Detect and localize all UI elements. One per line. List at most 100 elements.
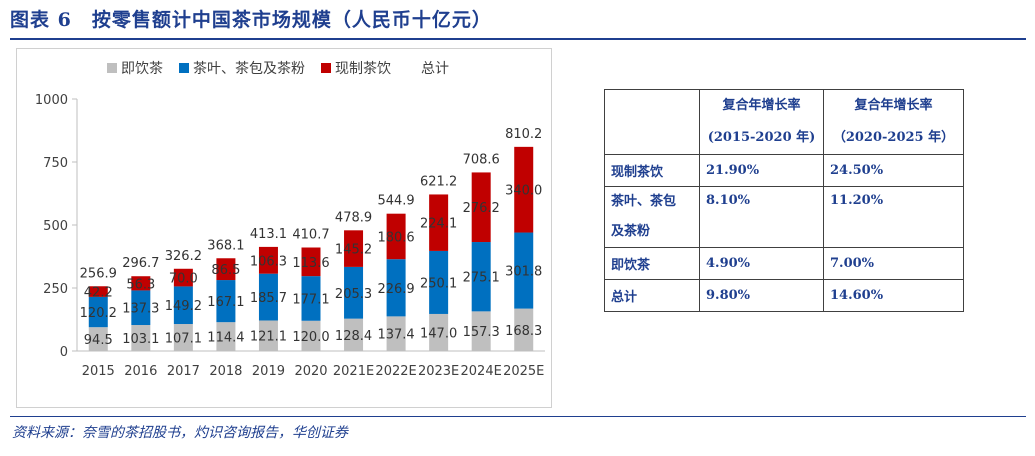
- data-label-fresh_tea: 340.0: [505, 184, 542, 199]
- data-label-fresh_tea: 145.2: [335, 243, 372, 258]
- cagr-header-2015-2020-line1: 复合年增长率: [722, 98, 801, 113]
- table-row: 现制茶饮 21.90% 24.50%: [604, 154, 964, 187]
- y-tick-label: 0: [60, 345, 68, 360]
- data-label-rtd_tea: 128.4: [335, 329, 372, 344]
- bar-segment-rtd_tea: [429, 313, 449, 351]
- bar-segment-leaf_tea: [258, 273, 278, 321]
- x-tick-label: 2022E: [375, 364, 416, 379]
- cagr-header-2015-2020-line2: (2015-2020 年): [707, 130, 816, 145]
- total-label: 544.9: [377, 194, 414, 209]
- total-label: 708.6: [463, 152, 500, 167]
- cell-rtd-tea-2015-2020: 4.90%: [699, 247, 824, 280]
- row-label-leaf-tea-line2: 及茶粉: [611, 224, 651, 239]
- data-label-fresh_tea: 276.2: [463, 201, 500, 216]
- cell-total-2015-2020: 9.80%: [699, 279, 824, 312]
- data-label-rtd_tea: 157.3: [463, 325, 500, 340]
- row-label-leaf-tea: 茶叶、茶包 及茶粉: [604, 186, 700, 248]
- page-title: 图表 6 按零售额计中国茶市场规模（人民币十亿元）: [10, 9, 492, 31]
- data-label-fresh_tea: 113.6: [292, 256, 329, 271]
- x-tick-label: 2021E: [333, 364, 374, 379]
- cagr-table-header-row: 复合年增长率 (2015-2020 年) 复合年增长率 （2020-2025 年…: [604, 89, 964, 155]
- data-label-rtd_tea: 168.3: [505, 324, 542, 339]
- row-label-fresh-tea: 现制茶饮: [604, 154, 700, 187]
- cagr-header-2020-2025-line1: 复合年增长率: [854, 98, 933, 113]
- bar-segment-rtd_tea: [386, 316, 406, 351]
- cagr-header-2015-2020: 复合年增长率 (2015-2020 年): [699, 89, 824, 155]
- bar-segment-fresh_tea: [386, 213, 406, 260]
- x-tick-label: 2020: [294, 364, 327, 379]
- bar-segment-fresh_tea: [514, 146, 534, 233]
- bar-segment-leaf_tea: [173, 286, 193, 325]
- data-label-fresh_tea: 70.0: [169, 272, 198, 287]
- legend-item-rtd-tea: 即饮茶: [107, 58, 163, 78]
- bar-segment-fresh_tea: [131, 276, 151, 291]
- legend-label-fresh-tea: 现制茶饮: [335, 61, 391, 77]
- legend-item-total: 总计: [421, 58, 449, 78]
- y-tick-label: 500: [43, 219, 68, 234]
- bar-segment-fresh_tea: [173, 268, 193, 287]
- data-label-fresh_tea: 180.6: [377, 230, 414, 245]
- total-label: 410.7: [292, 228, 329, 243]
- bar-segment-fresh_tea: [429, 194, 449, 251]
- bar-segment-fresh_tea: [344, 230, 364, 267]
- bar-segment-rtd_tea: [344, 318, 364, 351]
- bar-segment-leaf_tea: [88, 296, 108, 328]
- data-label-leaf_tea: 167.1: [207, 295, 244, 310]
- chart-frame: 即饮茶 茶叶、茶包及茶粉 现制茶饮 总计 0 250 500 750 1000 94.5 1…: [16, 48, 552, 408]
- bar-segment-fresh_tea: [216, 258, 236, 281]
- row-label-leaf-tea-line1: 茶叶、茶包: [611, 194, 677, 209]
- cagr-header-2020-2025: 复合年增长率 （2020-2025 年）: [823, 89, 964, 155]
- total-label: 326.2: [165, 249, 202, 264]
- bar-segment-leaf_tea: [216, 280, 236, 323]
- title-divider: [10, 38, 1026, 40]
- legend-label-rtd-tea: 即饮茶: [121, 61, 163, 77]
- bar-segment-fresh_tea: [258, 246, 278, 274]
- data-label-leaf_tea: 149.2: [165, 299, 202, 314]
- y-tick-label: 1000: [35, 93, 68, 108]
- legend-label-total: 总计: [421, 61, 449, 77]
- legend-label-leaf-tea: 茶叶、茶包及茶粉: [193, 61, 305, 77]
- bar-segment-leaf_tea: [514, 232, 534, 309]
- cell-fresh-tea-2015-2020: 21.90%: [699, 154, 824, 187]
- data-label-rtd_tea: 94.5: [84, 333, 113, 348]
- total-label: 368.1: [207, 238, 244, 253]
- x-tick-label: 2023E: [418, 364, 459, 379]
- data-label-leaf_tea: 301.8: [505, 265, 542, 280]
- x-tick-label: 2015: [82, 364, 115, 379]
- cell-total-2020-2025: 14.60%: [823, 279, 964, 312]
- cagr-table-corner-cell: [604, 89, 700, 155]
- table-row: 即饮茶 4.90% 7.00%: [604, 247, 964, 280]
- data-label-leaf_tea: 137.3: [122, 302, 159, 317]
- bar-segment-leaf_tea: [429, 250, 449, 314]
- data-label-rtd_tea: 107.1: [165, 332, 202, 347]
- data-label-fresh_tea: 224.1: [420, 217, 457, 232]
- bar-segment-rtd_tea: [258, 320, 278, 351]
- cagr-table: 复合年增长率 (2015-2020 年) 复合年增长率 （2020-2025 年…: [604, 89, 964, 312]
- bar-segment-rtd_tea: [301, 320, 321, 351]
- data-label-leaf_tea: 120.2: [80, 306, 117, 321]
- data-label-rtd_tea: 121.1: [250, 330, 287, 345]
- cagr-header-2020-2025-line2: （2020-2025 年）: [832, 130, 955, 145]
- data-label-rtd_tea: 103.1: [122, 332, 159, 347]
- cell-rtd-tea-2020-2025: 7.00%: [823, 247, 964, 280]
- bar-segment-leaf_tea: [386, 259, 406, 317]
- data-label-leaf_tea: 250.1: [420, 276, 457, 291]
- legend-swatch-fresh-tea: [321, 63, 331, 73]
- source-note: 资料来源：奈雪的茶招股书，灼识咨询报告，华创证券: [12, 425, 348, 441]
- total-label: 413.1: [250, 227, 287, 242]
- total-label: 621.2: [420, 174, 457, 189]
- total-label: 256.9: [80, 266, 117, 281]
- bar-segment-rtd_tea: [88, 327, 108, 351]
- x-tick-label: 2024E: [461, 364, 502, 379]
- cell-leaf-tea-2015-2020: 8.10%: [699, 186, 824, 248]
- bar-segment-leaf_tea: [131, 290, 151, 326]
- x-tick-label: 2016: [124, 364, 157, 379]
- row-label-rtd-tea: 即饮茶: [604, 247, 700, 280]
- data-label-leaf_tea: 185.7: [250, 291, 287, 306]
- bar-segment-rtd_tea: [514, 308, 534, 351]
- data-label-rtd_tea: 137.4: [377, 328, 414, 343]
- data-label-rtd_tea: 114.4: [207, 331, 244, 346]
- bar-segment-leaf_tea: [301, 276, 321, 321]
- footer-divider: [10, 416, 1026, 417]
- bar-segment-rtd_tea: [216, 322, 236, 351]
